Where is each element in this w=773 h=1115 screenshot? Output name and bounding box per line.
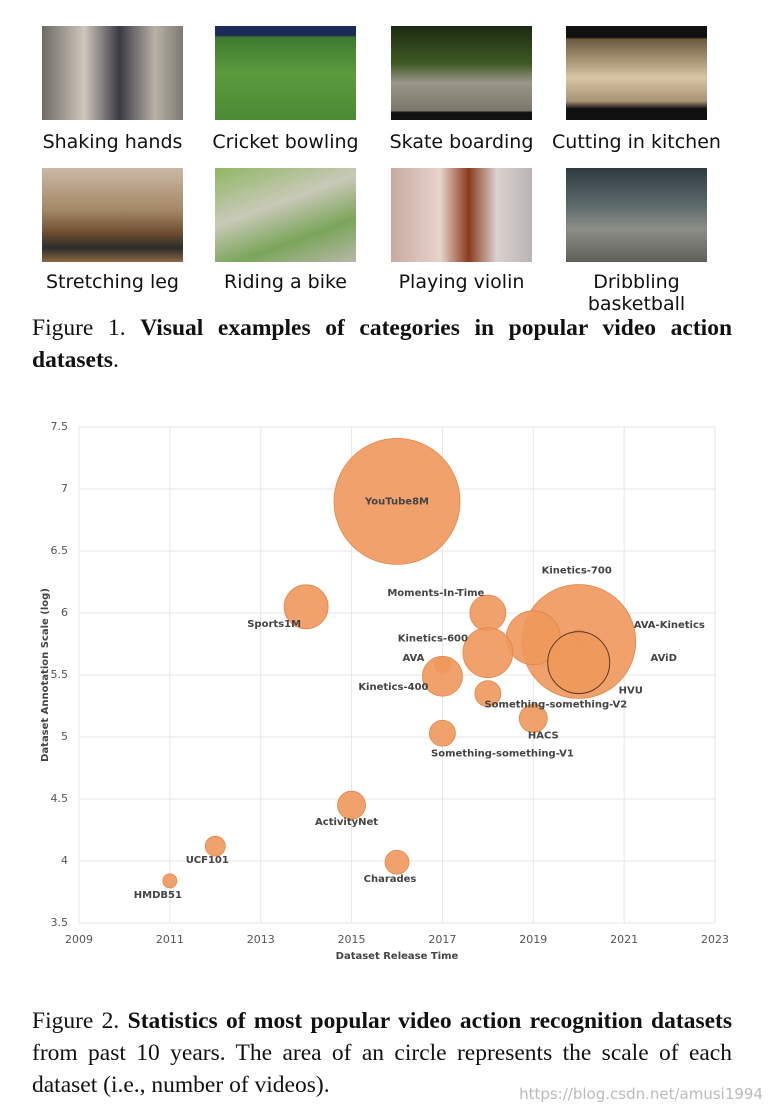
y-axis-title: Dataset Annotation Scale (log): [40, 588, 51, 762]
bubble-label: ActivityNet: [315, 817, 378, 828]
watermark: https://blog.csdn.net/amusi1994: [519, 1085, 763, 1103]
bubble-label: HVU: [619, 686, 643, 697]
x-axis-title: Dataset Release Time: [336, 951, 459, 962]
bubble-label: AVA: [402, 653, 424, 664]
thumbnail: [215, 26, 356, 120]
bubble: [518, 704, 548, 733]
caption-label: Figure 2.: [32, 1008, 120, 1034]
y-tick-label: 5: [61, 730, 68, 743]
thumbnail-label: Cutting in kitchen: [552, 131, 721, 153]
bubble-label: HACS: [528, 730, 559, 741]
y-tick-label: 3.5: [51, 916, 69, 929]
thumbnail: [215, 168, 356, 262]
bubble-label: Kinetics-400: [358, 682, 428, 693]
bubble-label: Something-something-V1: [431, 748, 574, 759]
thumbnail-label: Stretching leg: [46, 271, 179, 293]
x-tick-label: 2019: [519, 933, 547, 946]
x-tick-label: 2011: [156, 933, 184, 946]
thumbnail: [391, 168, 532, 262]
y-tick-label: 5.5: [51, 668, 69, 681]
bubble: [469, 594, 507, 632]
y-tick-label: 4: [61, 854, 68, 867]
chart: Dataset Release Time Dataset Annotation …: [40, 420, 729, 962]
thumbnail: [42, 26, 183, 120]
bubble-label: UCF101: [186, 855, 229, 866]
bubble: [333, 437, 461, 565]
bubble: [547, 631, 611, 695]
caption-label: Figure 1.: [32, 315, 126, 341]
bubble: [204, 835, 226, 857]
thumbnail-label: Playing violin: [398, 271, 525, 293]
bubble-label: Something-something-V2: [484, 700, 627, 711]
x-tick-label: 2021: [610, 933, 638, 946]
figure-caption: Figure 2. Statistics of most popular vid…: [32, 1005, 732, 1101]
bubble-label: Charades: [364, 874, 417, 885]
x-tick-label: 2023: [701, 933, 729, 946]
bubble: [337, 790, 366, 820]
thumbnail-label: Cricket bowling: [212, 131, 359, 153]
bubble: [474, 680, 502, 707]
thumbnail: [42, 168, 183, 262]
x-tick-label: 2015: [338, 933, 366, 946]
bubble-label: YouTube8M: [364, 496, 429, 507]
thumbnail: [391, 26, 532, 120]
y-tick-label: 7.5: [51, 420, 69, 433]
thumbnail: [566, 26, 707, 120]
bubble: [162, 873, 178, 889]
thumbnail-label: Riding a bike: [224, 271, 347, 293]
bubble: [422, 655, 463, 697]
x-tick-label: 2009: [65, 933, 93, 946]
y-tick-label: 6.5: [51, 544, 69, 557]
thumbnail-label: Dribbling basketball: [587, 271, 686, 315]
bubble-label: Kinetics-600: [398, 634, 468, 645]
bubble-label: Kinetics-700: [542, 566, 612, 577]
caption-text: .: [112, 347, 119, 373]
figure-caption: Figure 1. Visual examples of categories …: [32, 312, 732, 376]
thumbnail-label: Skate boarding: [389, 131, 534, 153]
x-tick-label: 2017: [428, 933, 456, 946]
y-tick-label: 6: [61, 606, 68, 619]
bubble: [429, 719, 456, 747]
bubble-label: AViD: [651, 653, 677, 664]
caption-bold: Visual examples of categories in popular…: [32, 315, 733, 373]
thumbnail: [566, 168, 707, 262]
bubble-label: HMDB51: [134, 890, 182, 901]
bubble-label: AVA-Kinetics: [634, 620, 705, 631]
bubble-label: Moments-In-Time: [387, 588, 484, 599]
thumbnail-label: Shaking hands: [42, 131, 183, 153]
bubble-label: Sports1M: [247, 619, 301, 630]
x-tick-label: 2013: [247, 933, 275, 946]
y-tick-label: 7: [61, 482, 68, 495]
caption-text: from past 10 years. The area of an circl…: [32, 1040, 732, 1098]
caption-bold: Statistics of most popular video action …: [127, 1008, 732, 1034]
bubble: [462, 627, 514, 679]
y-tick-label: 4.5: [51, 792, 69, 805]
bubble: [283, 584, 329, 630]
bubble: [384, 849, 410, 875]
